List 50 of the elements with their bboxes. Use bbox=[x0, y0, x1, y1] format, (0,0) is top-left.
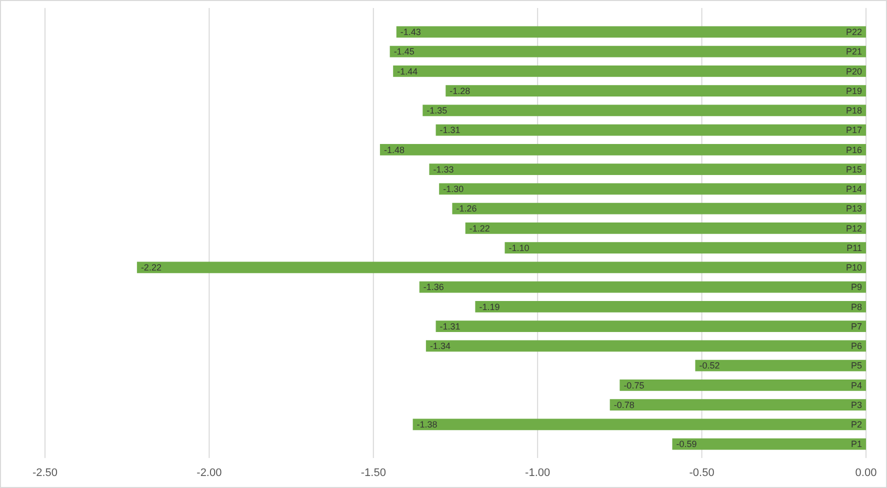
data-label: -1.34 bbox=[430, 341, 450, 352]
y-tick-label: P21 bbox=[846, 46, 862, 57]
data-label: -1.31 bbox=[440, 125, 460, 136]
y-tick-label: P19 bbox=[846, 86, 862, 96]
x-tick-label: -2.00 bbox=[196, 467, 222, 479]
y-tick-label: P1 bbox=[850, 439, 862, 450]
y-tick-label: P16 bbox=[846, 144, 862, 155]
data-label: -1.31 bbox=[440, 321, 460, 332]
data-label: -1.48 bbox=[384, 144, 404, 155]
data-label: -1.30 bbox=[443, 184, 464, 194]
y-tick-label: P20 bbox=[846, 66, 862, 76]
data-label: -1.22 bbox=[469, 223, 490, 234]
data-label: -1.19 bbox=[479, 302, 500, 312]
y-tick-label: P5 bbox=[850, 360, 862, 371]
y-tick-label: P8 bbox=[850, 302, 862, 312]
y-tick-label: P10 bbox=[846, 262, 862, 273]
data-label: -0.59 bbox=[676, 439, 697, 450]
y-tick-label: P9 bbox=[850, 282, 862, 292]
y-tick-label: P7 bbox=[850, 321, 862, 332]
data-label: -0.75 bbox=[624, 380, 644, 390]
data-label: -1.35 bbox=[426, 106, 448, 116]
y-tick-label: P17 bbox=[846, 125, 862, 136]
y-tick-label: P3 bbox=[850, 400, 862, 410]
y-tick-label: P13 bbox=[846, 204, 862, 214]
data-label: -0.78 bbox=[614, 400, 634, 410]
x-tick-label: -2.50 bbox=[32, 467, 58, 479]
x-tick-label: -0.50 bbox=[689, 467, 714, 479]
data-label: -2.22 bbox=[140, 262, 162, 273]
y-tick-label: P11 bbox=[846, 242, 862, 253]
data-label: -0.52 bbox=[699, 360, 720, 371]
data-label: -1.28 bbox=[450, 86, 470, 96]
data-label: -1.44 bbox=[397, 66, 418, 76]
data-label: -1.38 bbox=[416, 420, 438, 430]
y-tick-label: P2 bbox=[850, 420, 862, 430]
x-tick-label: -1.00 bbox=[525, 467, 550, 479]
y-tick-label: P14 bbox=[846, 184, 862, 194]
y-tick-label: P12 bbox=[846, 223, 862, 234]
y-tick-label: P22 bbox=[846, 27, 862, 38]
data-label: -1.26 bbox=[456, 204, 477, 214]
y-tick-label: P18 bbox=[846, 106, 862, 116]
y-tick-label: P6 bbox=[850, 341, 862, 352]
data-label: -1.33 bbox=[433, 164, 454, 174]
data-label: -1.43 bbox=[400, 27, 421, 38]
x-tick-label: 0.00 bbox=[855, 467, 877, 479]
y-tick-label: P15 bbox=[846, 164, 862, 174]
data-label: -1.36 bbox=[423, 282, 444, 292]
data-label: -1.45 bbox=[394, 46, 414, 57]
y-tick-label: P4 bbox=[850, 380, 862, 390]
data-label: -1.10 bbox=[508, 242, 530, 253]
x-tick-label: -1.50 bbox=[360, 467, 386, 479]
